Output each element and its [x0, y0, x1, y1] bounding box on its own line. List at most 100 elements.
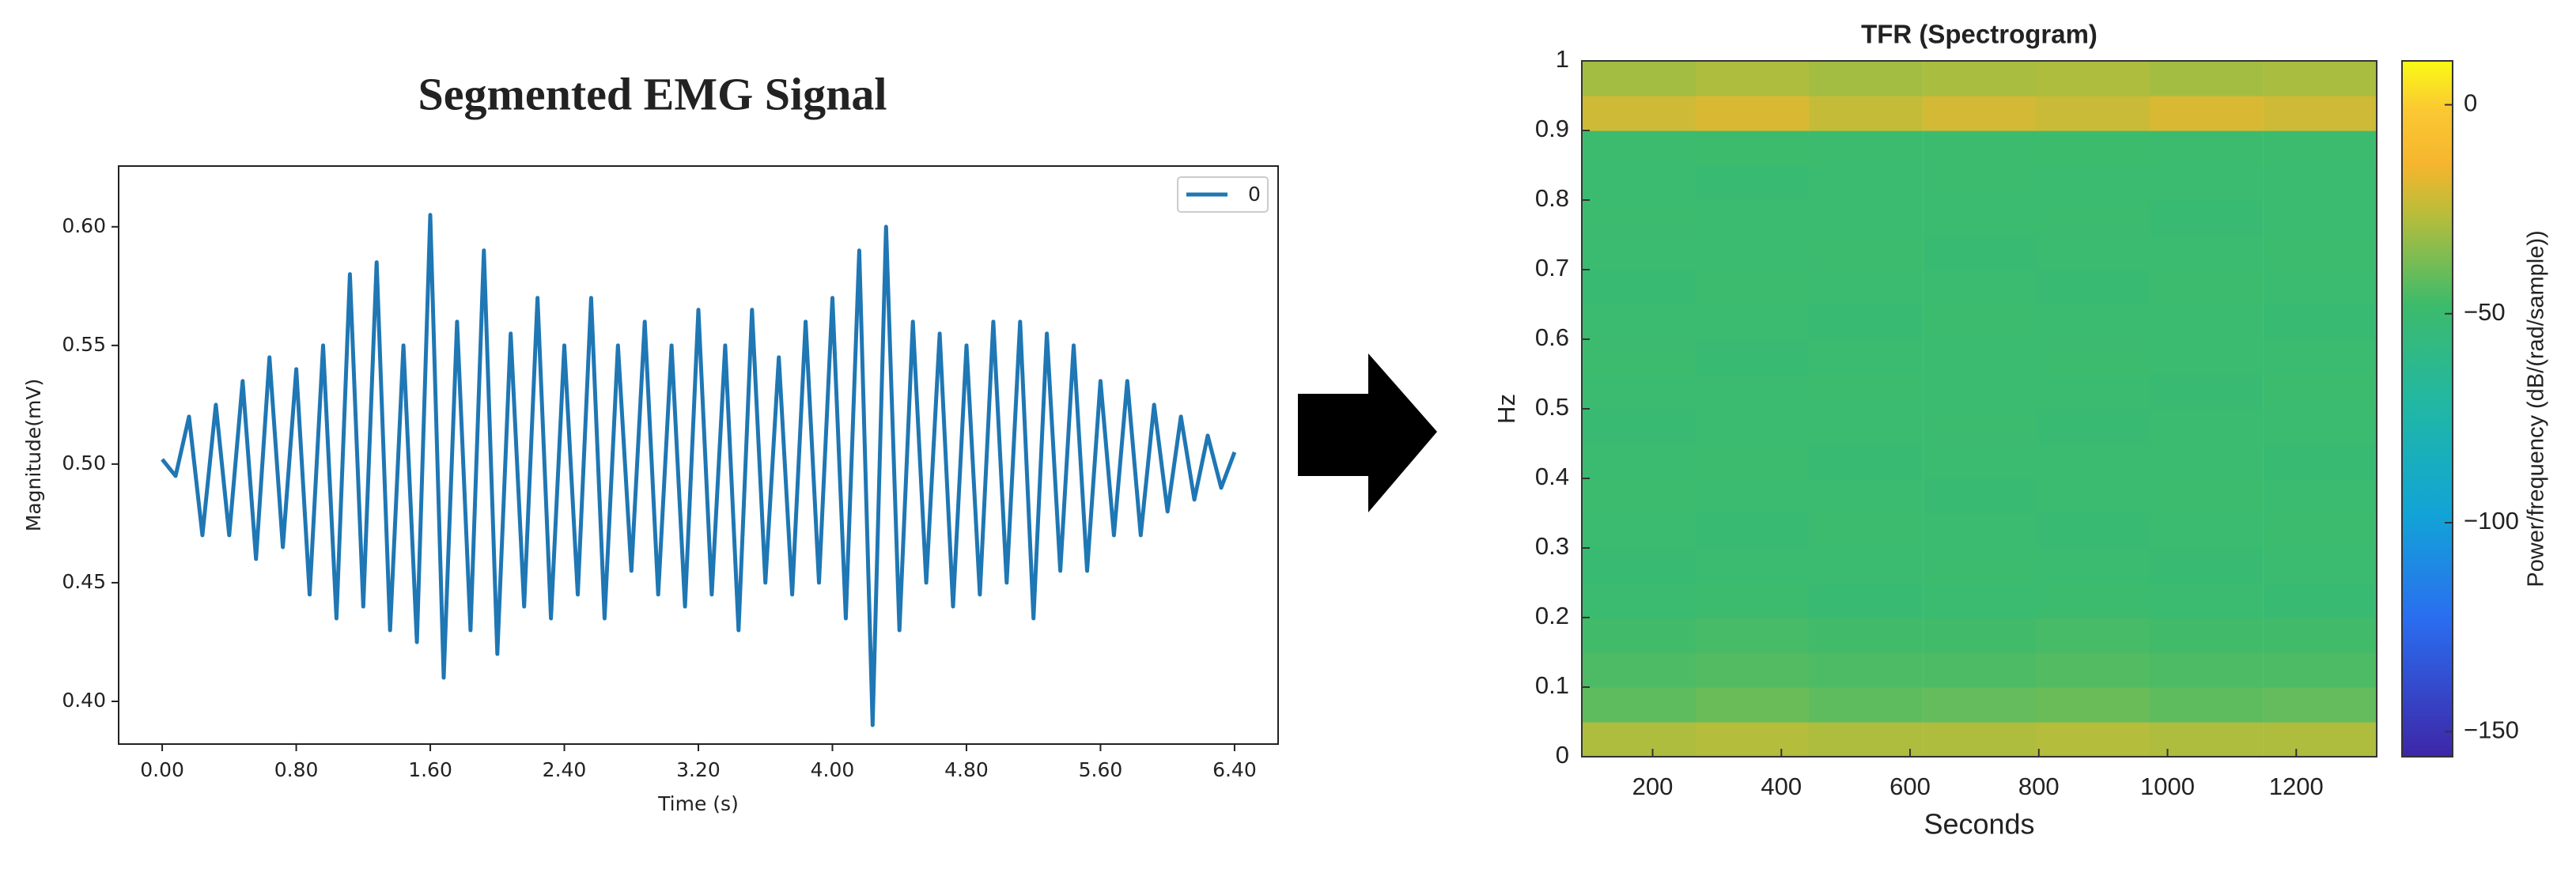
x-tick-label: 1.60 — [408, 758, 452, 781]
heatmap-cell — [1581, 304, 1696, 340]
heatmap-cell — [1695, 513, 1810, 549]
heatmap-cell — [1581, 687, 1696, 723]
colorbar-tick-label: −150 — [2464, 716, 2519, 743]
colorbar-label: Power/frequency (dB/(rad/sample)) — [2524, 230, 2549, 587]
heatmap-cell — [2149, 165, 2264, 201]
heatmap-cell — [2036, 409, 2150, 444]
heatmap-cell — [1809, 722, 1923, 758]
heatmap-cell — [2036, 130, 2150, 166]
heatmap-cell — [2263, 513, 2377, 549]
heatmap-cell — [2263, 165, 2377, 201]
heatmap-cell — [2263, 583, 2377, 618]
heatmap-cell — [2036, 61, 2150, 96]
heatmap-cell — [2149, 235, 2264, 270]
heatmap-cell — [1581, 513, 1696, 549]
heatmap-cell — [1809, 409, 1923, 444]
heatmap-cell — [2263, 270, 2377, 305]
heatmap-cell — [2149, 548, 2264, 584]
heatmap-cell — [1809, 130, 1923, 166]
x-tick-label: 200 — [1632, 773, 1674, 800]
y-axis-label: Hz — [1492, 394, 1520, 424]
y-tick-label: 1 — [1556, 45, 1569, 73]
heatmap-cell — [2263, 478, 2377, 514]
heatmap-cell — [1695, 687, 1810, 723]
y-axis-label: Magnitude(mV) — [22, 379, 45, 531]
y-tick-label: 0.2 — [1535, 602, 1569, 629]
y-tick-label: 0.9 — [1535, 115, 1569, 142]
colorbar-tick-label: −50 — [2464, 298, 2506, 326]
heatmap-cell — [1695, 270, 1810, 305]
colorbar — [2401, 60, 2453, 758]
heatmap-cell — [1581, 548, 1696, 584]
heatmap-cell — [1809, 200, 1923, 236]
x-tick-label: 2.40 — [543, 758, 587, 781]
heatmap-cell — [2149, 374, 2264, 410]
heatmap-cell — [1923, 130, 2037, 166]
heatmap-cell — [2149, 444, 2264, 479]
heatmap-cell — [2149, 61, 2264, 96]
heatmap-cell — [2149, 304, 2264, 340]
heatmap-cell — [1923, 304, 2037, 340]
heatmap-cell — [1923, 165, 2037, 201]
heatmap-cell — [2263, 409, 2377, 444]
heatmap-cell — [2263, 687, 2377, 723]
heatmap-cell — [1923, 270, 2037, 305]
heatmap-cell — [2036, 513, 2150, 549]
heatmap-cell — [2036, 444, 2150, 479]
heatmap-cell — [2149, 200, 2264, 236]
heatmap-cell — [2149, 409, 2264, 444]
heatmap-cell — [2263, 339, 2377, 375]
y-tick-label: 0.7 — [1535, 254, 1569, 281]
x-tick-label: 5.60 — [1079, 758, 1123, 781]
heatmap-cell — [2036, 548, 2150, 584]
heatmap-cell — [1581, 722, 1696, 758]
heatmap-cell — [1695, 130, 1810, 166]
heatmap-cell — [1581, 444, 1696, 479]
heatmap-cell — [2263, 618, 2377, 653]
heatmap-cell — [1809, 444, 1923, 479]
heatmap-cell — [1923, 96, 2037, 131]
heatmap-cell — [1581, 618, 1696, 653]
heatmap-cell — [1923, 409, 2037, 444]
signal-line — [161, 213, 1237, 727]
heatmap-cell — [1581, 165, 1696, 201]
heatmap-cell — [1809, 61, 1923, 96]
y-tick-label: 0.3 — [1535, 532, 1569, 560]
heatmap-cell — [2263, 130, 2377, 166]
heatmap-cell — [2263, 61, 2377, 96]
heatmap-cell — [1809, 270, 1923, 305]
x-tick-label: 400 — [1761, 773, 1802, 800]
x-axis-label: Time (s) — [657, 792, 739, 815]
y-tick-label: 0 — [1556, 741, 1569, 769]
heatmap-cell — [1695, 652, 1810, 688]
chart-title: Segmented EMG Signal — [418, 68, 887, 119]
heatmap-cell — [2263, 444, 2377, 479]
heatmap-cell — [1923, 722, 2037, 758]
x-tick-label: 4.00 — [811, 758, 855, 781]
heatmap-cell — [1923, 548, 2037, 584]
heatmap-cell — [1581, 235, 1696, 270]
legend-label: 0 — [1248, 183, 1261, 206]
chart-title: TFR (Spectrogram) — [1861, 20, 2097, 49]
heatmap-cell — [1695, 200, 1810, 236]
heatmap-cell — [1809, 165, 1923, 201]
heatmap-cell — [2036, 478, 2150, 514]
heatmap-cell — [1581, 409, 1696, 444]
heatmap-cell — [1809, 478, 1923, 514]
heatmap-cell — [2036, 652, 2150, 688]
heatmap-cell — [1581, 478, 1696, 514]
heatmap-cell — [1695, 618, 1810, 653]
x-tick-label: 6.40 — [1212, 758, 1257, 781]
y-tick-label: 0.60 — [62, 214, 106, 237]
heatmap-cell — [1581, 374, 1696, 410]
heatmap-cell — [1581, 96, 1696, 131]
heatmap-cell — [2149, 513, 2264, 549]
heatmap-cell — [2263, 235, 2377, 270]
heatmap-cell — [1581, 130, 1696, 166]
heatmap-cell — [2149, 270, 2264, 305]
heatmap-cell — [1581, 270, 1696, 305]
x-tick-label: 600 — [1889, 773, 1931, 800]
heatmap-cell — [2263, 200, 2377, 236]
heatmap-cell — [2263, 548, 2377, 584]
